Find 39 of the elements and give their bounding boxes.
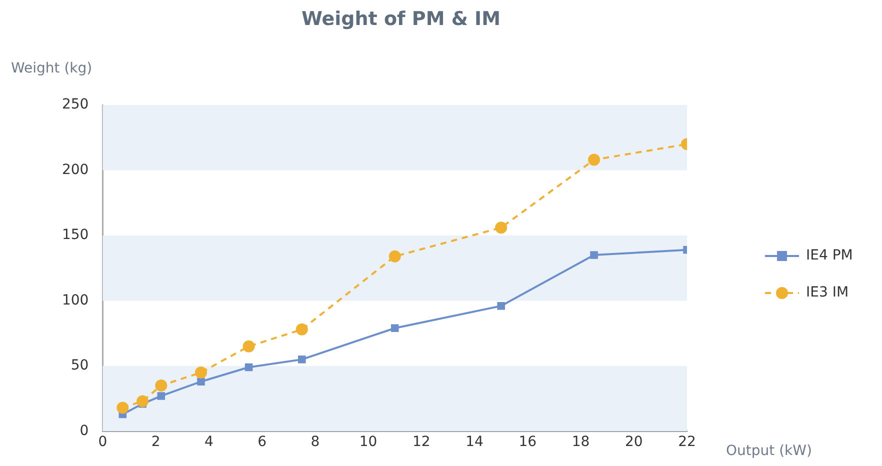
y-tick-label: 150 — [62, 227, 89, 244]
y-axis-title: Weight (kg) — [11, 60, 92, 77]
x-tick-label: 12 — [412, 434, 430, 450]
y-tick-label: 50 — [70, 358, 89, 374]
x-tick-label: 2 — [151, 434, 160, 450]
x-tick-label: 22 — [678, 434, 696, 450]
point — [590, 251, 598, 259]
x-axis-title: Output (kW) — [726, 442, 812, 459]
legend-label: IE4 PM — [806, 248, 853, 264]
chart-title: Weight of PM & IM — [301, 8, 501, 30]
point — [157, 392, 166, 400]
y-tick-label: 200 — [62, 162, 89, 178]
y-tick-label: 100 — [62, 292, 89, 308]
point — [298, 356, 306, 364]
x-tick-label: 14 — [466, 434, 484, 450]
x-tick-label: 8 — [310, 434, 320, 450]
point — [242, 340, 255, 352]
x-tick-label: 4 — [204, 434, 214, 450]
x-tick-label: 16 — [518, 434, 537, 450]
x-tick-label: 20 — [624, 434, 643, 450]
point — [136, 395, 149, 408]
point — [588, 154, 600, 166]
legend-label: IE3 IM — [806, 284, 849, 301]
y-tick-label: 0 — [80, 422, 89, 439]
point — [390, 324, 399, 332]
point — [197, 378, 205, 386]
x-tick-label: 0 — [98, 434, 108, 450]
point — [495, 222, 508, 234]
point — [155, 380, 168, 392]
point — [194, 366, 207, 378]
y-tick-label: 250 — [62, 96, 89, 113]
point — [244, 363, 253, 372]
point — [497, 302, 505, 310]
point — [296, 323, 308, 336]
x-tick-label: 6 — [258, 434, 267, 450]
point — [388, 250, 401, 262]
point — [116, 402, 129, 414]
x-tick-label: 18 — [572, 434, 590, 450]
x-tick-label: 10 — [359, 434, 378, 450]
